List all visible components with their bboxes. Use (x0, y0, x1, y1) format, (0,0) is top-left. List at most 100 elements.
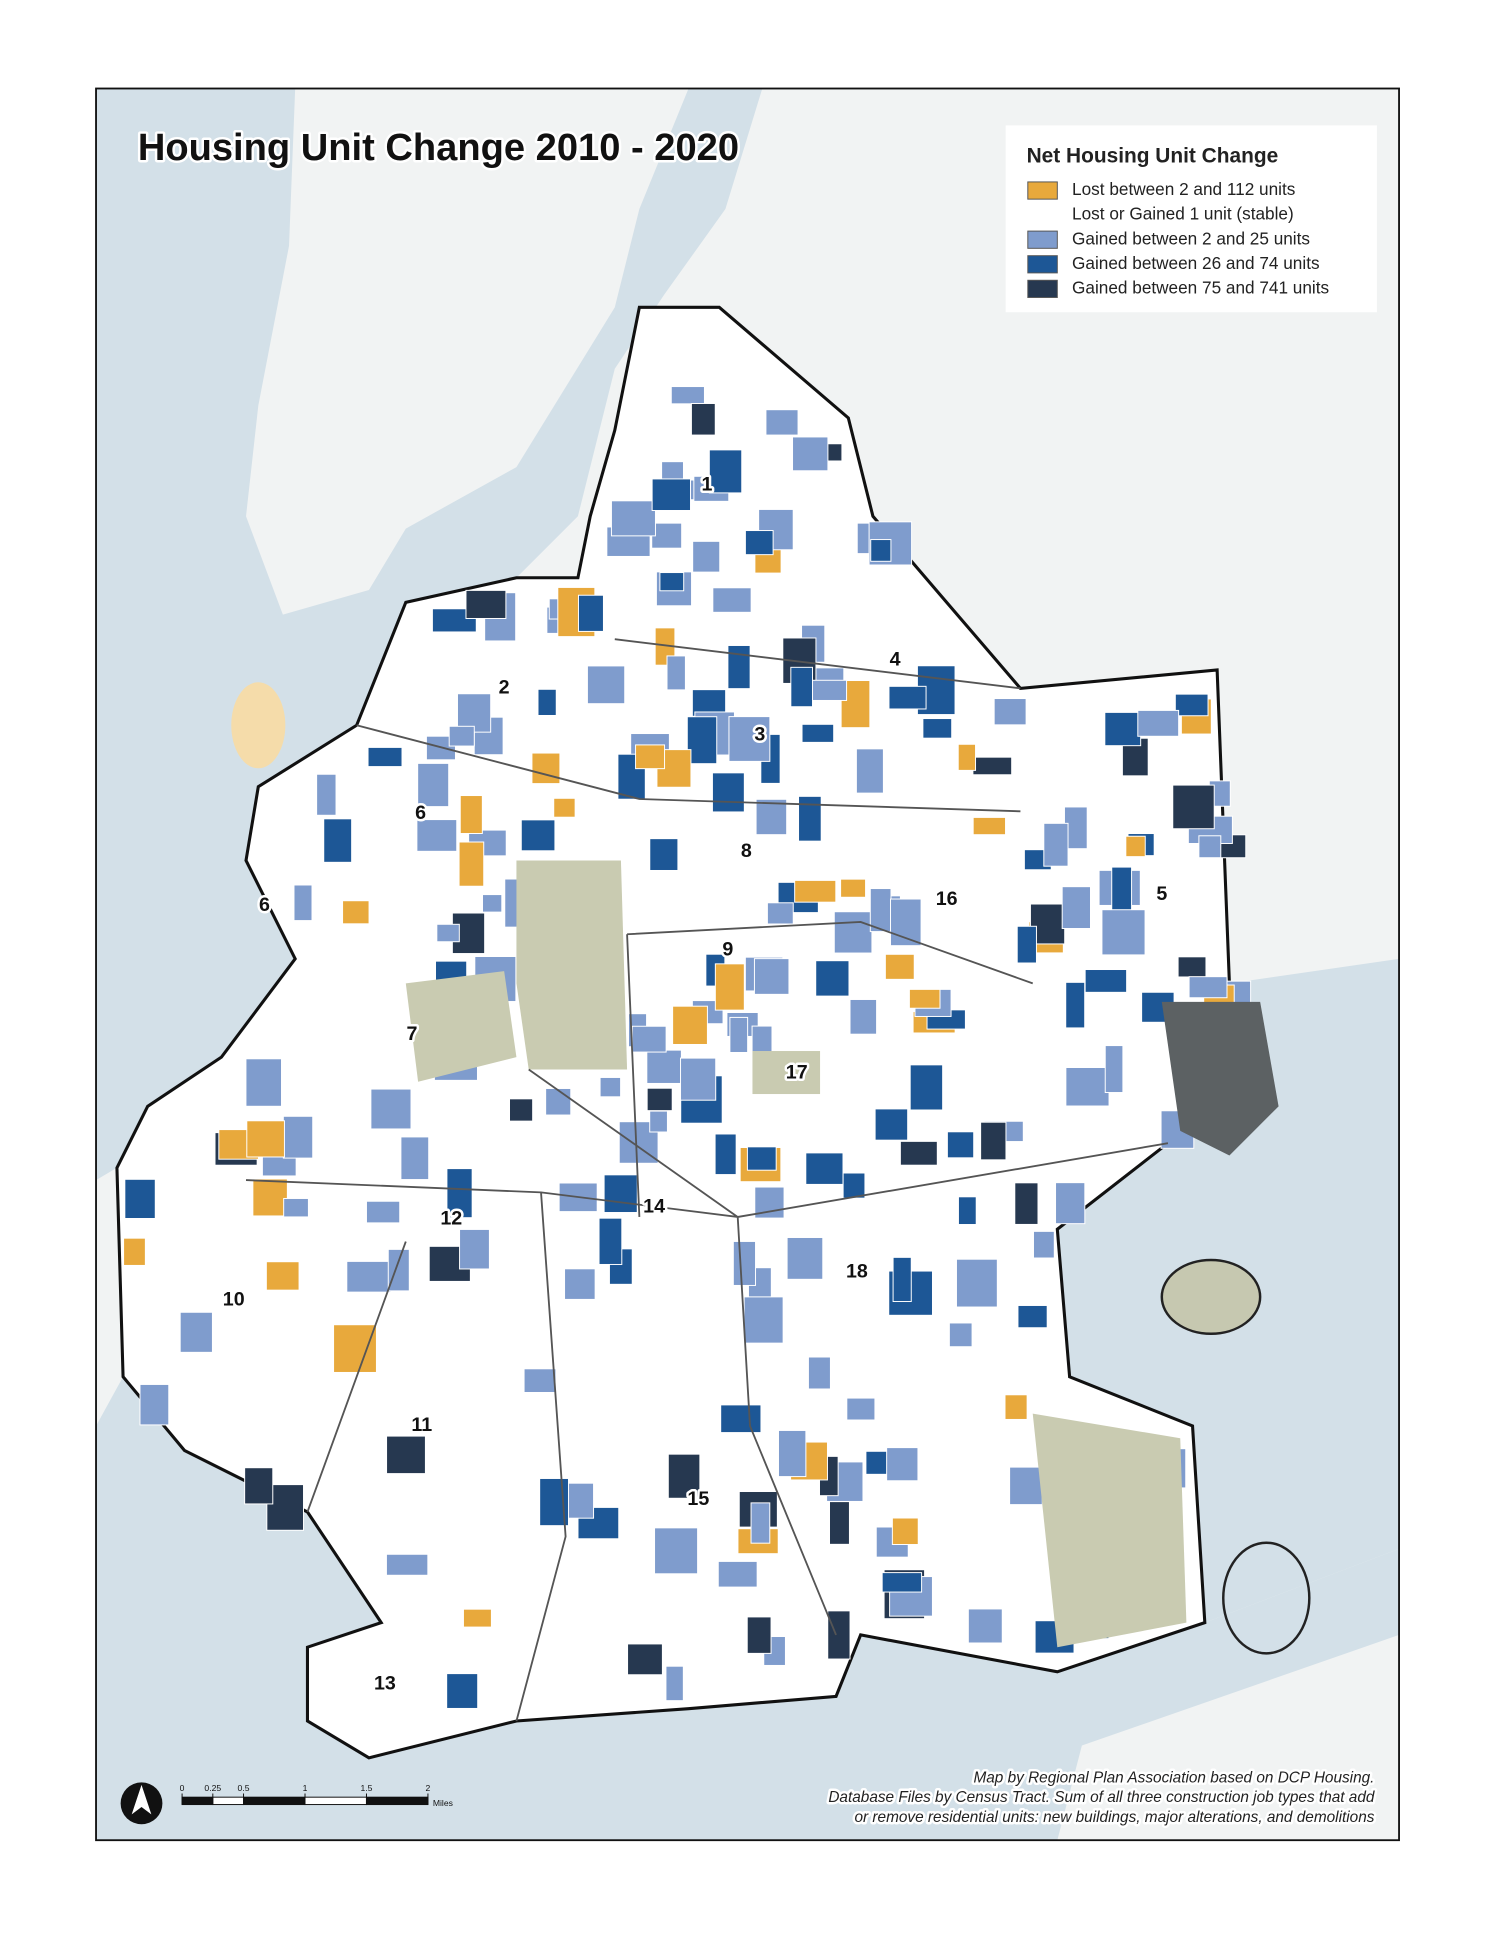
tract (667, 1453, 701, 1499)
tract (755, 798, 788, 836)
tract (811, 679, 848, 701)
island (1222, 1541, 1311, 1655)
tract (815, 960, 850, 997)
tract (957, 1196, 977, 1226)
tract (635, 744, 666, 770)
island (231, 682, 286, 769)
tract (670, 386, 705, 405)
north-arrow-head (131, 1784, 152, 1815)
tract (1016, 925, 1037, 964)
district-label: 6 (259, 894, 270, 916)
scale-segment (304, 1796, 367, 1806)
tract (1104, 711, 1142, 747)
tract (1137, 709, 1180, 737)
tract (1104, 1045, 1124, 1094)
scale-label: 2 (426, 1783, 431, 1793)
district-label: 13 (374, 1672, 396, 1694)
tract (955, 1258, 998, 1308)
tract (884, 953, 915, 980)
tract (846, 1397, 876, 1421)
tract (631, 1025, 667, 1053)
tract (265, 1261, 300, 1291)
tract (385, 1553, 429, 1576)
tract (564, 1268, 596, 1300)
district-label: 16 (936, 888, 958, 910)
tract (714, 1133, 737, 1176)
legend-label: Gained between 26 and 74 units (1072, 253, 1319, 273)
district-label: 11 (411, 1414, 432, 1436)
tract (1014, 1182, 1039, 1225)
legend-label: Lost or Gained 1 unit (stable) (1072, 204, 1294, 224)
tract (646, 1049, 682, 1084)
tract (252, 1178, 288, 1217)
tract (523, 1368, 557, 1393)
credit-line: Database Files by Census Tract. Sum of a… (828, 1789, 1375, 1806)
tract (448, 725, 475, 747)
tract (750, 1502, 771, 1544)
tract (794, 879, 837, 903)
tract (346, 1260, 392, 1293)
tract (744, 530, 774, 556)
scale-label: 1 (303, 1783, 308, 1793)
tract (323, 818, 353, 863)
land (1057, 1634, 1400, 1841)
tract (765, 409, 799, 436)
tract (649, 1110, 668, 1133)
tract (431, 608, 477, 633)
legend-swatch (1027, 230, 1058, 249)
tract (598, 1217, 623, 1265)
tract (888, 685, 927, 710)
tract (967, 1608, 1003, 1644)
tract (842, 1172, 866, 1199)
tract (1111, 866, 1133, 915)
tract (665, 1665, 684, 1702)
tract (690, 403, 716, 436)
tract (870, 539, 892, 562)
tract (1043, 822, 1069, 867)
scale-segment (181, 1796, 214, 1806)
tract (829, 1501, 850, 1545)
tract (333, 1324, 377, 1373)
scale-label: 1.5 (360, 1783, 372, 1793)
tract (766, 902, 794, 925)
tract (972, 816, 1007, 836)
tract (993, 698, 1027, 726)
tract (586, 665, 626, 705)
map-title: Housing Unit Change 2010 - 2020 (138, 127, 739, 169)
water (96, 1376, 1400, 1841)
water (96, 88, 763, 1181)
tract (244, 1467, 274, 1505)
tract (746, 1146, 777, 1171)
tract (805, 1152, 844, 1185)
tract (1125, 835, 1146, 858)
district-label: 12 (440, 1208, 462, 1230)
tract (881, 1572, 923, 1593)
scale-label: 0 (180, 1783, 185, 1793)
tract (416, 819, 458, 852)
scale-segment (243, 1796, 306, 1806)
tract (458, 841, 485, 887)
park (1032, 1413, 1187, 1648)
tract (957, 743, 977, 771)
tract (790, 666, 813, 708)
tract (649, 838, 679, 871)
tract (537, 688, 557, 716)
tract (948, 1322, 973, 1348)
tract (869, 888, 892, 933)
tract (627, 1643, 663, 1676)
district-label: 10 (223, 1289, 245, 1311)
tract (367, 746, 403, 768)
tract (123, 1237, 146, 1266)
tract (651, 478, 691, 511)
legend-label: Lost between 2 and 112 units (1072, 179, 1295, 199)
tract (482, 894, 503, 913)
tract (980, 1121, 1007, 1161)
scale-segment (365, 1796, 429, 1806)
tract (124, 1178, 156, 1219)
tract (577, 594, 604, 632)
legend-swatch (1027, 279, 1058, 298)
district-label: 1 (702, 474, 713, 496)
district-label: 8 (741, 840, 752, 862)
